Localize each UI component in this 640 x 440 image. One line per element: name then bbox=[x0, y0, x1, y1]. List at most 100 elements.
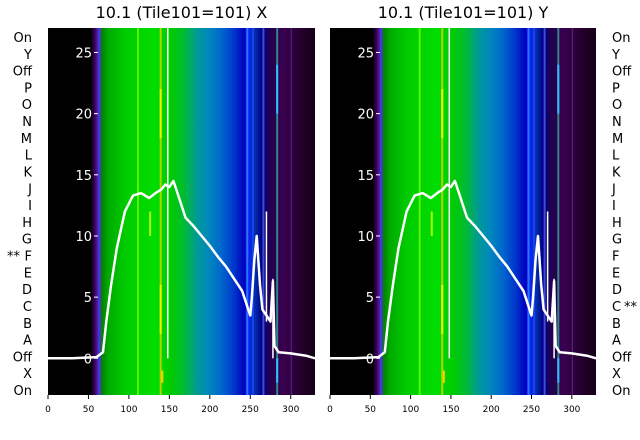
heatmap-streak bbox=[379, 28, 382, 395]
row-label: E bbox=[24, 266, 32, 281]
y-tick-label: 0 bbox=[84, 352, 92, 367]
x-tick-label: 300 bbox=[563, 405, 580, 415]
x-tick-label: 100 bbox=[402, 405, 419, 415]
row-marker: ** bbox=[7, 250, 21, 265]
heatmap-segment bbox=[430, 211, 433, 236]
x-tick-label: 50 bbox=[365, 405, 377, 415]
row-label: J bbox=[611, 182, 616, 197]
row-label: M bbox=[612, 132, 623, 147]
series-point bbox=[200, 235, 203, 237]
heatmap-streak bbox=[527, 28, 530, 395]
row-label: G bbox=[612, 233, 622, 248]
x-tick-label: 150 bbox=[442, 405, 459, 415]
series-point bbox=[261, 308, 264, 311]
series-point bbox=[209, 244, 211, 247]
row-label: I bbox=[28, 199, 32, 214]
series-point bbox=[160, 188, 163, 191]
row-label: L bbox=[612, 149, 620, 164]
series-point bbox=[540, 284, 542, 286]
series-point bbox=[587, 355, 589, 357]
row-label: H bbox=[612, 216, 622, 231]
series-point bbox=[506, 265, 509, 268]
heatmap-area bbox=[330, 28, 596, 395]
row-label: I bbox=[612, 199, 616, 214]
series-point bbox=[192, 225, 195, 227]
row-label: On bbox=[14, 31, 32, 46]
x-tick-label: 200 bbox=[201, 405, 218, 415]
series-point bbox=[397, 247, 400, 249]
x-tick-label: 0 bbox=[45, 405, 51, 415]
heatmap-streak bbox=[418, 28, 421, 395]
heatmap-streak bbox=[571, 28, 573, 395]
series-point bbox=[255, 235, 258, 237]
heatmap-segment bbox=[159, 284, 162, 334]
x-tick-label: 150 bbox=[161, 405, 178, 415]
series-point bbox=[530, 314, 533, 317]
series-point bbox=[102, 351, 104, 353]
series-point bbox=[392, 284, 394, 286]
series-point bbox=[526, 302, 529, 305]
series-point bbox=[184, 216, 187, 219]
row-label: On bbox=[612, 31, 630, 46]
series-point bbox=[249, 314, 252, 317]
heatmap-segment bbox=[442, 370, 445, 383]
heatmap-streak bbox=[276, 28, 279, 395]
series-point bbox=[579, 353, 581, 356]
row-label: Off bbox=[612, 65, 632, 80]
row-label: J bbox=[27, 182, 32, 197]
chart-title: 10.1 (Tile101=101) Y bbox=[378, 3, 549, 22]
series-point bbox=[110, 284, 112, 286]
series-point bbox=[384, 351, 386, 353]
x-tick-label: 250 bbox=[242, 405, 259, 415]
series-point bbox=[537, 235, 539, 237]
heatmap-streak bbox=[262, 28, 265, 395]
row-label: O bbox=[612, 98, 622, 113]
series-point bbox=[429, 197, 432, 199]
series-point bbox=[458, 192, 460, 194]
series-point bbox=[172, 180, 175, 182]
series-point bbox=[47, 357, 49, 360]
y-tick-label: 25 bbox=[357, 46, 374, 61]
series-point bbox=[115, 247, 118, 249]
series-point bbox=[124, 210, 126, 213]
row-label: P bbox=[612, 81, 620, 96]
series-point bbox=[482, 235, 484, 237]
heatmap-streak bbox=[290, 28, 292, 395]
heatmap-streak bbox=[543, 28, 546, 395]
x-tick-label: 250 bbox=[523, 405, 540, 415]
series-point bbox=[514, 277, 517, 280]
row-label: N bbox=[612, 115, 622, 130]
row-label: O bbox=[22, 98, 32, 113]
heatmap-streak bbox=[251, 28, 254, 395]
series-point bbox=[498, 255, 501, 258]
row-label: M bbox=[21, 132, 32, 147]
series-point bbox=[253, 259, 256, 262]
series-point bbox=[405, 210, 408, 213]
heatmap-streak bbox=[137, 28, 139, 395]
series-point bbox=[571, 352, 573, 355]
y-tick-label: 5 bbox=[84, 291, 92, 306]
chart-panel-1: 10.1 (Tile101=101) X 0 50 100 150 200 250 300 0 5… bbox=[7, 3, 316, 415]
chart-title: 10.1 (Tile101=101) X bbox=[96, 3, 268, 22]
chart-panel-2: 10.1 (Tile101=101) Y 0 50 100 150 200 250 300 0 5… bbox=[327, 3, 637, 415]
row-label: D bbox=[612, 283, 622, 298]
y-tick-label: 0 bbox=[366, 352, 374, 367]
heatmap-segment bbox=[149, 211, 152, 236]
row-label: F bbox=[612, 250, 619, 265]
series-point bbox=[225, 265, 227, 268]
heatmap-streak bbox=[246, 28, 249, 395]
row-label: G bbox=[22, 233, 32, 248]
row-label: Off bbox=[612, 350, 632, 365]
series-point bbox=[241, 290, 243, 292]
series-point bbox=[558, 351, 561, 353]
x-tick-label: 200 bbox=[483, 405, 500, 415]
heatmap-streak bbox=[159, 28, 162, 395]
series-point bbox=[251, 296, 253, 298]
series-point bbox=[269, 320, 272, 323]
series-point bbox=[474, 225, 476, 227]
series-point bbox=[454, 180, 456, 182]
heatmap-segment bbox=[441, 284, 444, 334]
series-point bbox=[387, 320, 389, 323]
y-tick-label: 15 bbox=[75, 169, 92, 184]
